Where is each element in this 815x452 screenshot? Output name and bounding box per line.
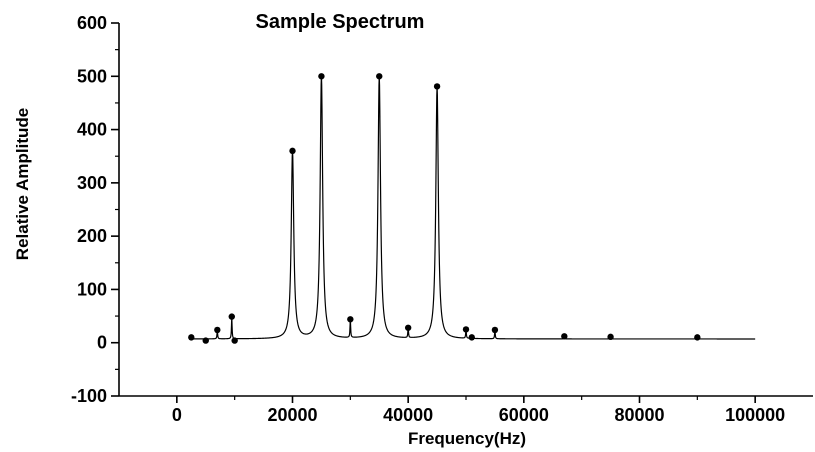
- x-tick-label: 100000: [725, 405, 785, 425]
- peak-marker: [607, 333, 614, 341]
- y-tick-label: 300: [77, 173, 107, 193]
- y-axis-label: Relative Amplitude: [13, 108, 32, 260]
- peak-marker: [376, 73, 383, 80]
- x-tick-label: 0: [172, 405, 182, 425]
- x-axis-label: Frequency(Hz): [408, 429, 526, 448]
- y-tick-label: 0: [97, 333, 107, 353]
- spectrum-series-line: [190, 75, 756, 342]
- peak-marker: [202, 337, 209, 344]
- y-axis-ticks: -100 0 100 200 300 400 500 600: [71, 13, 119, 406]
- peak-marker: [228, 313, 235, 320]
- peak-marker: [491, 326, 499, 334]
- peak-marker: [289, 147, 296, 155]
- y-tick-label: -100: [71, 386, 107, 406]
- peak-marker: [468, 334, 475, 341]
- peak-markers: [188, 73, 701, 344]
- y-tick-label: 200: [77, 226, 107, 246]
- peak-marker: [188, 334, 195, 341]
- peak-marker: [404, 324, 412, 331]
- peak-marker: [694, 334, 701, 341]
- peak-marker: [231, 337, 238, 344]
- x-axis-ticks: 0 20000 40000 60000 80000 100000: [172, 396, 785, 425]
- axes: [118, 23, 813, 397]
- peak-marker: [214, 326, 221, 334]
- x-tick-label: 40000: [383, 405, 433, 425]
- x-tick-label: 60000: [499, 405, 549, 425]
- y-tick-label: 600: [77, 13, 107, 33]
- chart-title: Sample Spectrum: [256, 11, 425, 33]
- peak-marker: [462, 326, 470, 333]
- peak-marker: [347, 316, 354, 323]
- peak-marker: [318, 73, 325, 80]
- x-tick-label: 80000: [614, 405, 664, 425]
- y-tick-label: 500: [77, 66, 107, 86]
- peak-marker: [561, 333, 568, 340]
- peak-marker: [433, 83, 441, 90]
- y-tick-label: 400: [77, 120, 107, 140]
- y-tick-label: 100: [77, 279, 107, 299]
- x-tick-label: 20000: [267, 405, 317, 425]
